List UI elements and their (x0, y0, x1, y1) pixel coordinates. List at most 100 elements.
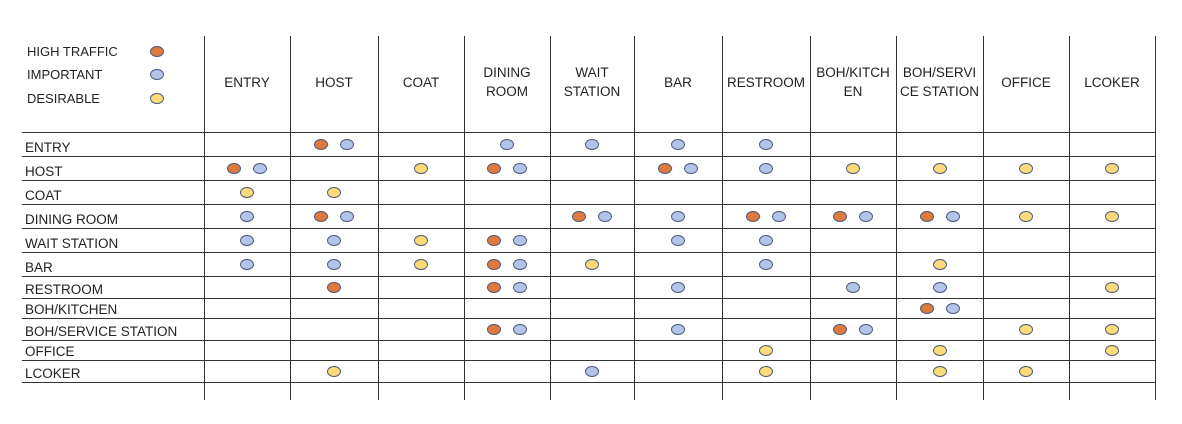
relationship-dot-des (933, 163, 947, 174)
relationship-dot-imp (598, 211, 612, 222)
relationship-dot-imp (671, 139, 685, 150)
column-header: BAR (664, 74, 692, 90)
relationship-dot-imp (933, 282, 947, 293)
relationship-dot-high (658, 163, 672, 174)
row-divider (22, 340, 1155, 341)
row-divider (22, 252, 1155, 253)
column-divider (722, 36, 723, 400)
relationship-dot-imp (240, 235, 254, 246)
relationship-dot-des (1105, 163, 1119, 174)
relationship-dot-des (327, 366, 341, 377)
row-divider (22, 204, 1155, 205)
relationship-dot-des (1019, 324, 1033, 335)
relationship-dot-des (414, 163, 428, 174)
legend-label: IMPORTANT (27, 67, 103, 82)
relationship-dot-high (746, 211, 760, 222)
relationship-dot-imp (240, 211, 254, 222)
row-divider (22, 132, 1155, 133)
row-divider (22, 382, 1155, 383)
relationship-dot-des (933, 259, 947, 270)
relationship-dot-imp (846, 282, 860, 293)
relationship-dot-des (585, 259, 599, 270)
relationship-dot-imp (585, 366, 599, 377)
column-divider (464, 36, 465, 400)
relationship-dot-high (833, 211, 847, 222)
column-header: BOH/KITCH EN (816, 65, 890, 99)
relationship-dot-des (414, 259, 428, 270)
row-divider (22, 318, 1155, 319)
relationship-dot-imp (946, 211, 960, 222)
relationship-dot-des (759, 366, 773, 377)
relationship-dot-imp (513, 163, 527, 174)
legend-high-dot (150, 46, 164, 57)
relationship-dot-high (227, 163, 241, 174)
column-divider (1155, 36, 1156, 400)
column-divider (810, 36, 811, 400)
relationship-dot-des (1019, 163, 1033, 174)
relationship-dot-imp (340, 139, 354, 150)
column-header: LCOKER (1084, 74, 1140, 90)
row-label: COAT (25, 188, 62, 203)
row-divider (22, 156, 1155, 157)
column-header: HOST (315, 74, 353, 90)
relationship-dot-imp (671, 282, 685, 293)
column-header: WAIT STATION (563, 65, 621, 99)
relationship-dot-high (314, 211, 328, 222)
relationship-dot-imp (759, 235, 773, 246)
column-header: ENTRY (224, 74, 270, 90)
column-divider (204, 36, 205, 400)
relationship-dot-high (314, 139, 328, 150)
column-divider (378, 36, 379, 400)
relationship-dot-des (933, 366, 947, 377)
legend-label: HIGH TRAFFIC (27, 44, 118, 59)
relationship-dot-imp (946, 303, 960, 314)
relationship-dot-imp (772, 211, 786, 222)
relationship-dot-high (572, 211, 586, 222)
column-header: DINING ROOM (483, 65, 531, 99)
relationship-dot-des (1105, 324, 1119, 335)
row-label: BOH/KITCHEN (25, 302, 118, 317)
relationship-dot-imp (513, 259, 527, 270)
relationship-dot-high (920, 211, 934, 222)
relationship-dot-imp (759, 163, 773, 174)
row-divider (22, 228, 1155, 229)
relationship-dot-imp (585, 139, 599, 150)
relationship-dot-imp (759, 259, 773, 270)
row-divider (22, 180, 1155, 181)
relationship-dot-high (487, 259, 501, 270)
relationship-dot-imp (859, 324, 873, 335)
column-divider (290, 36, 291, 400)
row-label: ENTRY (25, 140, 71, 155)
column-header: COAT (402, 74, 440, 90)
relationship-dot-imp (671, 235, 685, 246)
relationship-dot-des (933, 345, 947, 356)
relationship-dot-imp (759, 139, 773, 150)
relationship-dot-imp (513, 282, 527, 293)
relationship-dot-high (487, 163, 501, 174)
row-label: HOST (25, 164, 63, 179)
relationship-dot-imp (859, 211, 873, 222)
relationship-dot-imp (671, 324, 685, 335)
column-divider (896, 36, 897, 400)
relationship-dot-imp (327, 235, 341, 246)
row-label: LCOKER (25, 366, 81, 381)
legend-imp-dot (150, 69, 164, 80)
relationship-dot-des (759, 345, 773, 356)
column-divider (550, 36, 551, 400)
relationship-dot-des (1019, 366, 1033, 377)
relationship-dot-imp (513, 324, 527, 335)
relationship-dot-des (240, 187, 254, 198)
row-label: WAIT STATION (25, 236, 119, 251)
column-header: BOH/SERVI CE STATION (899, 65, 979, 99)
relationship-dot-imp (340, 211, 354, 222)
relationship-dot-des (327, 187, 341, 198)
relationship-dot-high (487, 282, 501, 293)
relationship-dot-des (1105, 345, 1119, 356)
row-label: RESTROOM (25, 282, 104, 297)
relationship-dot-des (414, 235, 428, 246)
relationship-dot-imp (671, 211, 685, 222)
relationship-dot-high (487, 235, 501, 246)
column-divider (983, 36, 984, 400)
relationship-dot-high (327, 282, 341, 293)
